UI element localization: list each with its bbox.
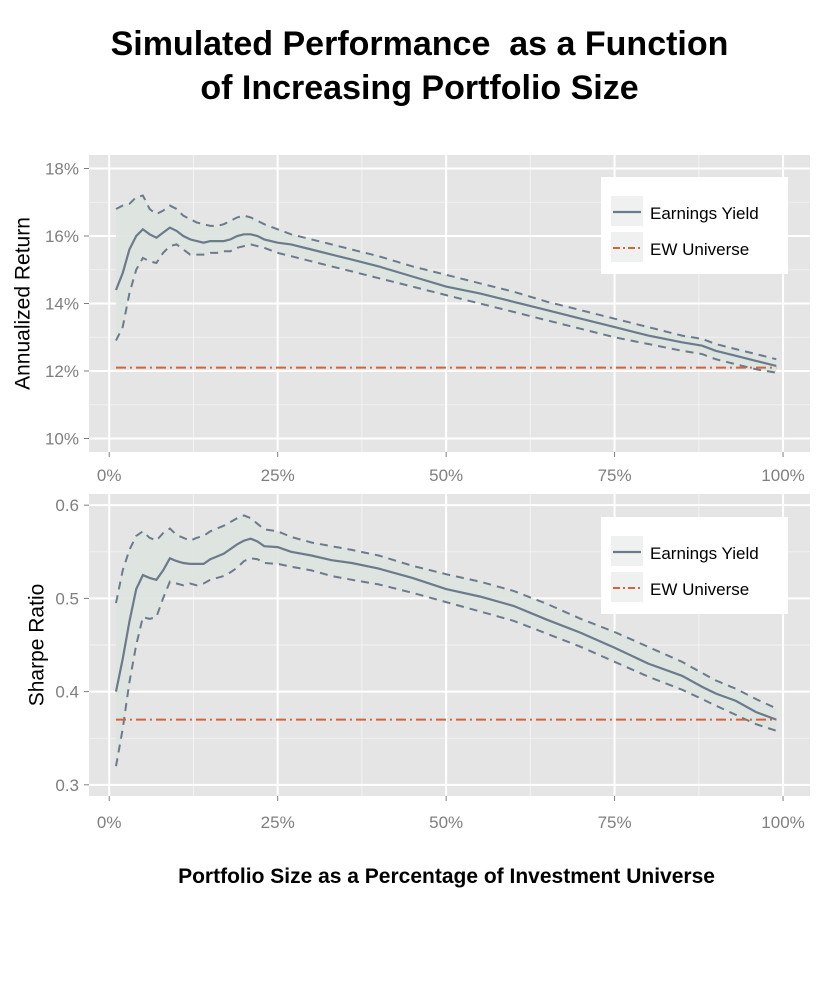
x-tick-label: 50% bbox=[429, 466, 463, 485]
y-axis-label: Annualized Return bbox=[11, 217, 34, 390]
earnings-yield-line bbox=[114, 537, 777, 721]
x-tick-label: 100% bbox=[761, 813, 804, 832]
x-tick-label: 25% bbox=[261, 466, 295, 485]
legend-label-earnings-yield: Earnings Yield bbox=[650, 544, 759, 563]
y-tick-label: 14% bbox=[45, 295, 79, 314]
y-tick-label: 18% bbox=[45, 160, 79, 179]
title-line-1: Simulated Performance as a Function bbox=[110, 25, 729, 63]
panel-2: 0% 25% 50% 75% 100% 0.3 0.4 0.5 0.6 Sharpe Ratio E… bbox=[25, 494, 810, 832]
y-tick-label: 0.6 bbox=[55, 496, 79, 515]
legend: Earnings Yield EW Universe bbox=[601, 177, 788, 274]
panel-1: 0% 25% 50% 75% 100% 10% 12% 14% 16% 18% Annualized… bbox=[11, 155, 810, 485]
legend: Earnings Yield EW Universe bbox=[601, 517, 788, 614]
x-tick-label: 25% bbox=[261, 813, 295, 832]
legend-label-ew-universe: EW Universe bbox=[650, 240, 749, 259]
x-tick-label: 100% bbox=[761, 466, 804, 485]
y-tick-label: 16% bbox=[45, 227, 79, 246]
confidence-ribbon bbox=[116, 515, 777, 767]
y-axis-label: Sharpe Ratio bbox=[25, 584, 48, 707]
title-line-2: of Increasing Portfolio Size bbox=[200, 69, 639, 107]
confidence-ribbon bbox=[116, 195, 777, 373]
x-tick-label: 0% bbox=[97, 813, 122, 832]
y-tick-label: 0.3 bbox=[55, 776, 79, 795]
legend-label-earnings-yield: Earnings Yield bbox=[650, 204, 759, 223]
x-axis-label: Portfolio Size as a Percentage of Invest… bbox=[178, 865, 715, 888]
chart-title: Simulated Performance as a Function of I… bbox=[0, 22, 839, 110]
upper-bound-line bbox=[115, 514, 777, 710]
x-tick-label: 75% bbox=[598, 813, 632, 832]
y-tick-label: 0.5 bbox=[55, 589, 79, 608]
x-tick-label: 50% bbox=[429, 813, 463, 832]
x-tick-label: 0% bbox=[97, 466, 122, 485]
lower-bound-line bbox=[115, 557, 777, 767]
upper-bound-line bbox=[115, 194, 777, 361]
legend-label-ew-universe: EW Universe bbox=[650, 580, 749, 599]
lower-bound-line bbox=[115, 243, 777, 374]
y-tick-label: 12% bbox=[45, 362, 79, 381]
y-tick-label: 10% bbox=[45, 430, 79, 449]
y-tick-label: 0.4 bbox=[55, 683, 79, 702]
earnings-yield-line bbox=[114, 226, 777, 367]
x-tick-label: 75% bbox=[598, 466, 632, 485]
